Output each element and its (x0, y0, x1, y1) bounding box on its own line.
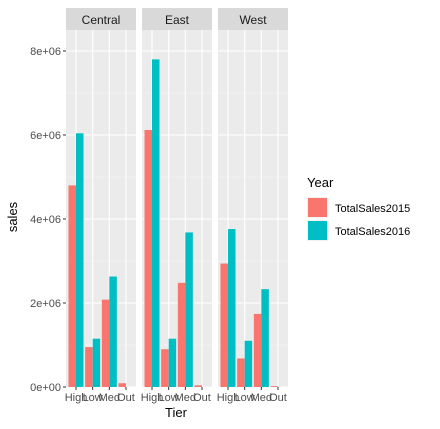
x-tick-label: Low (83, 392, 103, 404)
bar-central-low-totalsales2016 (92, 338, 101, 387)
bar-east-high-totalsales2016 (152, 59, 160, 388)
legend-title: Year (307, 175, 334, 190)
facet-strip (66, 8, 136, 30)
bar-west-low-totalsales2015 (237, 358, 245, 387)
y-tick-label: 6e+06 (30, 130, 61, 142)
x-tick-label: Out (117, 392, 135, 404)
x-tick-label: Med (99, 392, 120, 404)
bar-east-out-totalsales2015 (194, 385, 202, 387)
y-tick-label: 0e+00 (30, 382, 61, 394)
y-tick-label: 8e+06 (30, 46, 61, 58)
legend-label: TotalSales2015 (335, 203, 410, 215)
bar-central-out-totalsales2015 (118, 383, 126, 387)
bar-central-low-totalsales2015 (85, 347, 93, 387)
facet-strip-label: Central (82, 13, 121, 27)
x-tick-label: High (217, 392, 240, 404)
bar-central-med-totalsales2016 (109, 276, 117, 387)
y-tick-label: 2e+06 (30, 298, 61, 310)
legend: Year TotalSales2015 TotalSales2016 (307, 175, 410, 241)
bar-central-med-totalsales2015 (101, 299, 110, 387)
bar-east-med-totalsales2015 (177, 282, 186, 387)
x-tick-label: High (141, 392, 164, 404)
x-tick-label: Out (193, 392, 211, 404)
facet-strip (218, 8, 288, 30)
facet-panels: CentralHighLowMedOutEastHighLowMedOutWes… (65, 8, 288, 404)
bar-east-high-totalsales2015 (144, 129, 152, 387)
legend-items: TotalSales2015 TotalSales2016 (307, 197, 410, 241)
bar-west-low-totalsales2016 (244, 340, 253, 387)
bar-east-low-totalsales2015 (161, 349, 169, 387)
legend-key-swatch (308, 198, 327, 217)
bar-west-high-totalsales2015 (220, 263, 228, 387)
bar-east-med-totalsales2016 (185, 232, 193, 387)
y-axis-title: sales (5, 201, 20, 232)
legend-label: TotalSales2016 (335, 226, 410, 238)
x-tick-label: Med (251, 392, 272, 404)
x-tick-label: Out (269, 392, 287, 404)
legend-key-swatch (308, 221, 327, 240)
x-tick-label: Low (235, 392, 255, 404)
x-tick-label: Med (175, 392, 196, 404)
legend-item-totalsales2016: TotalSales2016 (307, 220, 410, 241)
facet-strip-label: West (239, 13, 267, 27)
bar-west-out-totalsales2015 (270, 386, 278, 387)
bar-east-low-totalsales2016 (168, 338, 177, 387)
bar-west-med-totalsales2016 (261, 289, 269, 387)
facet-strip (142, 8, 212, 30)
y-tick-label: 4e+06 (30, 214, 61, 226)
x-tick-label: High (65, 392, 88, 404)
bar-west-high-totalsales2016 (228, 229, 236, 387)
bar-west-med-totalsales2015 (253, 313, 262, 387)
x-axis-title: Tier (165, 405, 188, 420)
x-tick-label: Low (159, 392, 179, 404)
bar-central-high-totalsales2015 (68, 185, 76, 387)
bar-central-high-totalsales2016 (76, 133, 84, 387)
legend-item-totalsales2015: TotalSales2015 (307, 197, 410, 218)
y-axis: 0e+00 2e+06 4e+06 6e+06 8e+06 (30, 46, 66, 394)
facet-strip-label: East (165, 13, 190, 27)
